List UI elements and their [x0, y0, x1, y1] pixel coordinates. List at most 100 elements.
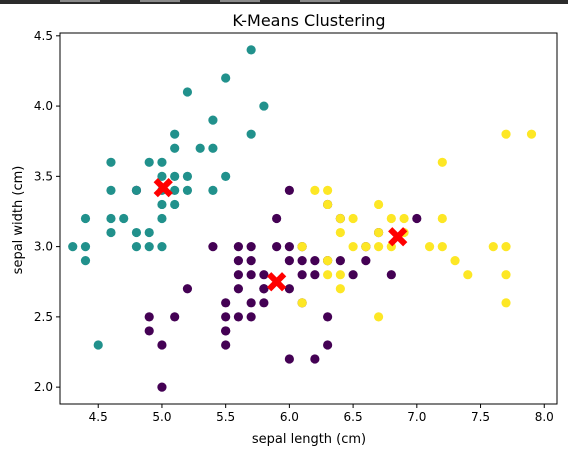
cluster-1-point — [131, 242, 142, 252]
y-axis-label: sepal width (cm) — [11, 166, 26, 275]
y-tick-label: 2.5 — [34, 310, 53, 324]
cluster-1-point — [157, 242, 167, 252]
cluster-1-point — [157, 157, 167, 167]
centroid-marker — [153, 177, 173, 198]
cluster-2-point — [501, 129, 511, 139]
cluster-1-point — [80, 256, 91, 266]
cluster-1-point — [157, 213, 167, 224]
cluster-1-point — [246, 129, 256, 139]
cluster-0-point — [246, 298, 256, 308]
cluster-1-point — [80, 242, 91, 252]
cluster-0-point — [284, 284, 294, 294]
cluster-1-point — [246, 45, 256, 55]
cluster-2-point — [437, 213, 447, 224]
cluster-0-point — [323, 340, 333, 350]
cluster-2-point — [373, 227, 384, 238]
cluster-0-point — [182, 284, 193, 294]
centroid-marker — [388, 227, 408, 247]
cluster-0-point — [323, 312, 333, 322]
cluster-0-point — [310, 270, 320, 280]
y-tick-label: 4.5 — [34, 29, 53, 43]
cluster-2-point — [488, 242, 498, 252]
x-tick-label: 7.5 — [471, 410, 490, 424]
x-axis-label: sepal length (cm) — [252, 432, 366, 447]
cluster-0-point — [284, 354, 294, 364]
cluster-2-point — [437, 242, 447, 252]
cluster-2-point — [373, 199, 384, 210]
cluster-0-point — [284, 242, 294, 252]
cluster-1-point — [106, 213, 116, 224]
cluster-0-point — [348, 270, 358, 280]
y-tick-label: 3.5 — [34, 169, 53, 183]
cluster-1-point — [93, 340, 103, 350]
cluster-1-point — [131, 227, 142, 238]
window-top-edge — [0, 0, 568, 4]
cluster-0-point — [259, 298, 269, 308]
x-axis-ticks: 4.5 5.0 5.5 6.0 6.5 7.0 7.5 8.0 — [89, 404, 554, 424]
cluster-0-point — [246, 312, 256, 322]
cluster-0-point — [297, 270, 307, 280]
cluster-2-point — [297, 242, 307, 252]
cluster-0-point — [272, 213, 282, 224]
cluster-0-point — [259, 270, 269, 280]
cluster-0-point — [144, 326, 154, 336]
cluster-1-point — [157, 171, 167, 181]
cluster-0-point — [157, 340, 167, 350]
chart-title: K-Means Clustering — [232, 11, 385, 30]
cluster-2-point — [335, 284, 345, 294]
cluster-1-point — [68, 242, 78, 252]
x-tick-label: 7.0 — [407, 410, 426, 424]
cluster-2-point — [297, 298, 307, 308]
cluster-0-point — [221, 340, 231, 350]
cluster-1-point — [170, 171, 180, 181]
cluster-2-point — [424, 242, 435, 252]
cluster-0-point — [284, 256, 294, 266]
y-tick-label: 2.0 — [34, 380, 53, 394]
x-tick-label: 5.5 — [216, 410, 235, 424]
cluster-0-point — [310, 256, 320, 266]
cluster-0-point — [361, 256, 371, 266]
cluster-2-point — [526, 129, 537, 139]
cluster-0-point — [233, 312, 244, 322]
y-tick-label: 4.0 — [34, 99, 53, 113]
cluster-0-point — [233, 270, 244, 280]
cluster-2-point — [501, 298, 511, 308]
cluster-0-point — [246, 256, 256, 266]
cluster-1-point — [259, 101, 269, 111]
cluster-0-point — [246, 270, 256, 280]
cluster-1-point — [170, 129, 180, 139]
x-tick-label: 6.0 — [280, 410, 299, 424]
cluster-2-point — [335, 227, 345, 238]
cluster-0-point — [233, 284, 244, 294]
axes-frame — [59, 32, 558, 405]
cluster-2-point — [323, 185, 333, 195]
cluster-2-point — [386, 213, 396, 224]
cluster-2-point — [373, 242, 384, 252]
plot-area — [68, 45, 537, 392]
cluster-2-point — [437, 157, 447, 167]
cluster-1-point — [221, 73, 231, 83]
cluster-1-point — [182, 171, 193, 181]
cluster-2-point — [323, 256, 333, 266]
cluster-1-point — [144, 242, 154, 252]
cluster-0-point — [157, 382, 167, 392]
cluster-1-point — [119, 213, 129, 224]
cluster-1-point — [106, 157, 116, 167]
cluster-2-point — [310, 185, 320, 195]
x-tick-label: 4.5 — [89, 410, 108, 424]
x-tick-label: 5.0 — [152, 410, 171, 424]
cluster-1-point — [170, 143, 180, 153]
cluster-2-point — [348, 242, 358, 252]
cluster-1-point — [170, 199, 180, 210]
cluster-2-point — [335, 270, 345, 280]
cluster-1-point — [144, 227, 154, 238]
cluster-0-point — [246, 242, 256, 252]
cluster-0-point — [233, 256, 244, 266]
cluster-1-point — [221, 171, 231, 181]
cluster-2-point — [348, 213, 358, 224]
cluster-1-point — [106, 227, 116, 238]
cluster-0-point — [412, 213, 422, 224]
cluster-2-point — [450, 256, 460, 266]
cluster-0-point — [284, 185, 294, 195]
